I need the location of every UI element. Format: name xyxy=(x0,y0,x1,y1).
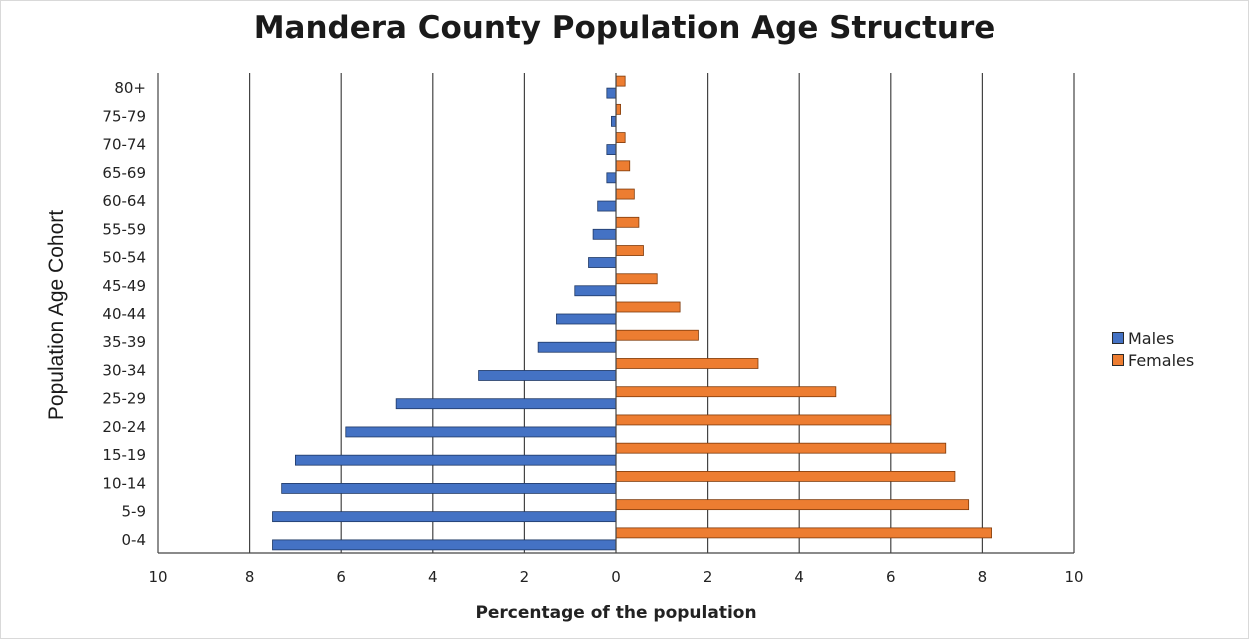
bar-males-65-69 xyxy=(606,172,617,184)
bar-females-10-14 xyxy=(615,471,956,482)
x-tick-label-3: 4 xyxy=(428,568,438,586)
x-tick-label-1: 8 xyxy=(245,568,255,586)
x-tick-label-0: 10 xyxy=(148,568,167,586)
x-tick-label-2: 6 xyxy=(336,568,346,586)
bar-females-20-24 xyxy=(615,414,892,426)
bar-males-15-19 xyxy=(294,454,617,466)
chart-title: Mandera County Population Age Structure xyxy=(253,10,996,46)
bar-females-5-9 xyxy=(615,499,970,511)
bar-males-25-29 xyxy=(395,398,617,410)
bar-females-40-44 xyxy=(615,301,681,313)
y-tick-label-60-64: 60-64 xyxy=(102,192,146,210)
bar-males-10-14 xyxy=(281,483,617,494)
y-tick-label-55-59: 55-59 xyxy=(102,220,146,238)
bar-females-65-69 xyxy=(615,160,631,172)
bar-males-40-44 xyxy=(556,313,617,325)
y-tick-label-75-79: 75-79 xyxy=(102,107,146,125)
y-tick-label-10-14: 10-14 xyxy=(102,474,146,492)
bar-females-55-59 xyxy=(615,216,640,228)
bar-females-35-39 xyxy=(615,329,699,341)
legend-item-males: Males xyxy=(1112,327,1194,349)
legend-swatch-females xyxy=(1112,354,1124,366)
bar-females-15-19 xyxy=(615,442,947,454)
y-tick-label-50-54: 50-54 xyxy=(102,249,146,267)
bar-males-80+ xyxy=(606,87,617,99)
x-tick-label-5: 0 xyxy=(611,568,621,586)
legend-swatch-males xyxy=(1112,332,1124,344)
bar-females-80+ xyxy=(615,75,626,87)
y-tick-label-70-74: 70-74 xyxy=(102,136,146,154)
y-tick-label-30-34: 30-34 xyxy=(102,361,146,379)
bar-males-30-34 xyxy=(478,370,617,381)
bar-females-50-54 xyxy=(615,245,644,256)
bar-males-70-74 xyxy=(606,144,617,155)
bar-females-30-34 xyxy=(615,358,759,369)
bar-females-75-79 xyxy=(615,103,621,115)
y-tick-label-15-19: 15-19 xyxy=(102,446,146,464)
bar-males-55-59 xyxy=(592,228,617,240)
legend-label-males: Males xyxy=(1128,328,1175,348)
y-tick-label-80+: 80+ xyxy=(114,79,146,97)
bar-males-45-49 xyxy=(574,285,617,297)
legend: Males Females xyxy=(1112,327,1194,371)
x-tick-label-4: 2 xyxy=(520,568,530,586)
bar-females-0-4 xyxy=(615,527,992,539)
x-tick-label-8: 6 xyxy=(886,568,896,586)
bar-males-60-64 xyxy=(597,200,617,212)
y-tick-label-0-4: 0-4 xyxy=(122,531,147,549)
bar-males-50-54 xyxy=(588,257,617,268)
bar-females-45-49 xyxy=(615,273,658,285)
bar-males-0-4 xyxy=(272,539,617,551)
y-tick-label-20-24: 20-24 xyxy=(102,418,146,436)
bar-females-25-29 xyxy=(615,386,837,398)
x-tick-label-6: 2 xyxy=(703,568,713,586)
bar-females-60-64 xyxy=(615,188,635,200)
legend-item-females: Females xyxy=(1112,349,1194,371)
bar-females-70-74 xyxy=(615,132,626,143)
y-tick-label-40-44: 40-44 xyxy=(102,305,146,323)
bar-males-75-79 xyxy=(611,115,617,127)
bar-males-5-9 xyxy=(272,511,617,523)
bar-males-35-39 xyxy=(537,341,617,353)
y-tick-label-5-9: 5-9 xyxy=(122,503,147,521)
y-tick-label-65-69: 65-69 xyxy=(102,164,146,182)
y-tick-label-25-29: 25-29 xyxy=(102,390,146,408)
x-axis-label: Percentage of the population xyxy=(475,603,757,623)
x-tick-label-7: 4 xyxy=(794,568,804,586)
y-tick-label-35-39: 35-39 xyxy=(102,333,146,351)
legend-label-females: Females xyxy=(1128,350,1195,370)
bar-males-20-24 xyxy=(345,426,617,438)
y-tick-label-45-49: 45-49 xyxy=(102,277,146,295)
x-tick-label-10: 10 xyxy=(1064,568,1083,586)
x-tick-label-9: 8 xyxy=(978,568,988,586)
